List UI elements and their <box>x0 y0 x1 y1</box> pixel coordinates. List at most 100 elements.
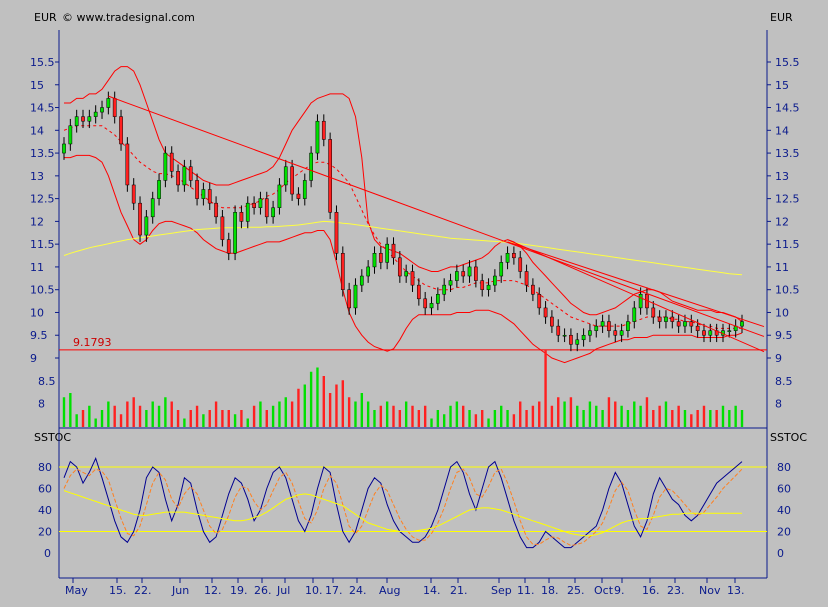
volume-bar-104 <box>721 405 725 427</box>
candle-body-3 <box>81 116 85 122</box>
volume-bar-18 <box>176 410 180 427</box>
candle-body-89 <box>626 321 630 331</box>
volume-bar-32 <box>265 410 268 427</box>
volume-tick-right-0: 8.5 <box>775 375 793 388</box>
candle-body-100 <box>695 325 700 331</box>
candle-body-63 <box>461 271 466 277</box>
candle-body-19 <box>182 166 187 186</box>
x-tick-label-18: Oct <box>594 584 614 597</box>
volume-bar-26 <box>227 410 230 427</box>
volume-bar-106 <box>734 405 737 427</box>
candle-body-58 <box>429 303 434 309</box>
candle-body-90 <box>632 307 637 322</box>
volume-bar-6 <box>100 410 104 427</box>
candle-body-67 <box>486 284 491 290</box>
price-pane: 9.1793 <box>59 66 767 364</box>
candle-body-12 <box>138 202 142 236</box>
candle-body-41 <box>321 120 326 140</box>
price-tick-left-8: 13 <box>30 170 44 183</box>
trendline-2 <box>507 239 765 353</box>
price-tick-right-11: 14.5 <box>775 102 800 115</box>
unit-label-left: EUR <box>34 11 57 24</box>
price-tick-left-11: 14.5 <box>30 102 55 115</box>
candle-body-102 <box>708 330 713 336</box>
volume-bar-64 <box>468 410 471 427</box>
candle-body-105 <box>727 330 732 332</box>
candle-body-99 <box>689 321 694 327</box>
volume-bar-50 <box>379 405 383 427</box>
volume-bar-41 <box>322 376 325 427</box>
candle-body-87 <box>613 330 618 336</box>
volume-bar-11 <box>132 397 135 427</box>
volume-bar-21 <box>195 405 199 427</box>
candle-body-97 <box>676 321 681 327</box>
candle-body-38 <box>302 180 307 199</box>
candle-body-20 <box>188 166 193 181</box>
candle-body-18 <box>176 171 180 186</box>
x-tick-label-8: 10. <box>305 584 323 597</box>
candle-body-53 <box>397 257 402 277</box>
volume-bar-39 <box>309 371 313 427</box>
candle-body-13 <box>144 216 149 236</box>
volume-bar-15 <box>157 405 161 427</box>
candle-body-48 <box>366 266 370 277</box>
volume-bar-66 <box>481 410 484 427</box>
candle-body-78 <box>556 325 561 336</box>
support-line-label: 9.1793 <box>73 336 112 349</box>
candle-body-25 <box>220 216 225 240</box>
candle-body-23 <box>207 189 212 204</box>
candle-body-6 <box>100 107 104 113</box>
volume-bar-52 <box>392 405 395 427</box>
price-tick-left-0: 9 <box>30 352 37 365</box>
volume-bar-34 <box>278 401 281 427</box>
stoch-series-2 <box>63 490 742 537</box>
candle-body-54 <box>404 271 409 277</box>
volume-tick-left-1: 8 <box>38 398 45 411</box>
candle-body-21 <box>195 180 199 199</box>
volume-bar-89 <box>626 410 630 427</box>
x-tick-label-23: 13. <box>727 584 745 597</box>
candle-body-36 <box>290 166 294 195</box>
candle-body-39 <box>309 152 313 181</box>
price-tick-right-0: 9 <box>775 352 782 365</box>
candle-body-80 <box>569 334 573 345</box>
stoch-title-right: SSTOC <box>770 431 807 444</box>
candle-body-88 <box>619 330 624 336</box>
price-tick-right-12: 15 <box>775 79 789 92</box>
candle-body-50 <box>378 253 383 263</box>
volume-bar-20 <box>189 410 192 427</box>
volume-bar-28 <box>240 410 243 427</box>
volume-bar-72 <box>519 401 522 427</box>
volume-bar-102 <box>709 410 712 427</box>
stoch-tick-right-0: 0 <box>777 547 784 560</box>
volume-bar-62 <box>455 401 459 427</box>
volume-bar-51 <box>385 401 389 427</box>
x-tick-label-16: 18. <box>541 584 559 597</box>
volume-bar-100 <box>696 410 699 427</box>
x-tick-label-10: 24. <box>349 584 367 597</box>
candle-body-86 <box>607 321 611 331</box>
volume-bar-68 <box>493 410 497 427</box>
volume-bar-99 <box>690 414 693 427</box>
candle-body-47 <box>359 275 364 286</box>
price-tick-right-6: 12 <box>775 215 789 228</box>
candle-body-45 <box>347 289 351 309</box>
volume-bar-60 <box>442 414 446 427</box>
x-tick-label-4: 12. <box>204 584 222 597</box>
volume-bar-61 <box>449 405 452 427</box>
price-tick-left-5: 11.5 <box>30 238 55 251</box>
volume-bar-87 <box>614 401 617 427</box>
volume-bar-91 <box>639 405 642 427</box>
candle-body-64 <box>467 266 472 277</box>
candle-body-71 <box>512 253 516 259</box>
volume-bar-69 <box>500 405 503 427</box>
price-tick-right-3: 10.5 <box>775 284 800 297</box>
volume-bar-17 <box>170 401 173 427</box>
price-tick-right-2: 10 <box>775 306 789 319</box>
stochastic-pane <box>59 457 767 549</box>
volume-bar-71 <box>512 414 516 427</box>
stoch-tick-right-3: 60 <box>777 483 791 496</box>
price-tick-right-13: 15.5 <box>775 56 800 69</box>
volume-bar-49 <box>373 410 376 427</box>
